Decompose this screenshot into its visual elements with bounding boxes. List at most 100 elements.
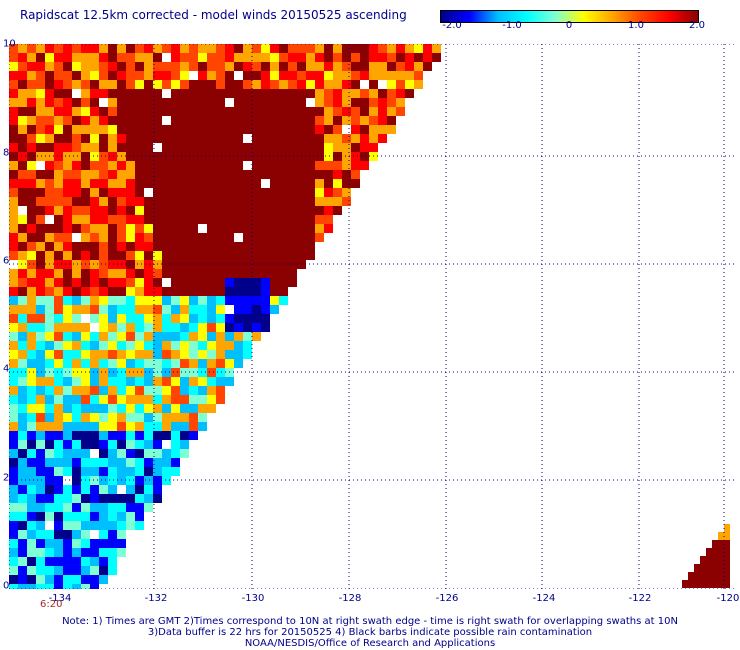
wind-cell <box>81 206 90 215</box>
wind-cell <box>63 197 72 206</box>
wind-cell <box>126 305 135 314</box>
wind-cell <box>189 251 198 260</box>
wind-cell <box>324 53 333 62</box>
wind-cell <box>252 89 261 98</box>
wind-cell <box>333 197 342 206</box>
wind-cell <box>63 566 72 575</box>
wind-cell <box>135 431 144 440</box>
wind-cell <box>9 422 18 431</box>
wind-cell <box>135 296 144 305</box>
wind-cell <box>135 62 144 71</box>
wind-cell <box>18 341 27 350</box>
wind-cell <box>117 62 126 71</box>
wind-cell <box>45 89 54 98</box>
wind-cell <box>99 89 108 98</box>
wind-cell <box>63 485 72 494</box>
wind-cell <box>270 260 279 269</box>
wind-cell <box>225 179 234 188</box>
wind-cell <box>117 467 126 476</box>
wind-cell <box>279 161 288 170</box>
wind-cell <box>99 305 108 314</box>
wind-cell <box>9 566 18 575</box>
wind-cell <box>216 377 225 386</box>
wind-cell <box>9 44 18 53</box>
wind-cell <box>216 71 225 80</box>
wind-cell <box>81 116 90 125</box>
wind-cell <box>36 431 45 440</box>
wind-cell <box>18 116 27 125</box>
wind-cell <box>18 269 27 278</box>
wind-cell <box>135 80 144 89</box>
wind-cell <box>18 404 27 413</box>
wind-cell <box>297 80 306 89</box>
wind-cell <box>162 62 171 71</box>
wind-cell <box>81 458 90 467</box>
wind-cell <box>9 287 18 296</box>
wind-cell <box>279 260 288 269</box>
wind-cell <box>126 188 135 197</box>
wind-cell <box>234 350 243 359</box>
wind-cell <box>180 323 189 332</box>
wind-cell <box>718 564 724 572</box>
wind-cell <box>216 188 225 197</box>
wind-cell <box>171 404 180 413</box>
wind-cell <box>63 161 72 170</box>
wind-cell <box>261 44 270 53</box>
wind-cell <box>36 260 45 269</box>
wind-cell <box>9 386 18 395</box>
wind-cell <box>45 440 54 449</box>
wind-cell <box>135 350 144 359</box>
wind-cell <box>189 62 198 71</box>
wind-cell <box>144 161 153 170</box>
wind-cell <box>306 80 315 89</box>
wind-cell <box>261 269 270 278</box>
wind-cell <box>171 341 180 350</box>
wind-cell <box>54 197 63 206</box>
wind-cell <box>90 62 99 71</box>
wind-cell <box>27 332 36 341</box>
wind-cell <box>252 323 261 332</box>
wind-cell <box>63 341 72 350</box>
wind-cell <box>81 467 90 476</box>
wind-cell <box>99 251 108 260</box>
wind-cell <box>18 89 27 98</box>
wind-cell <box>333 71 342 80</box>
wind-cell <box>81 287 90 296</box>
wind-cell <box>63 152 72 161</box>
wind-cell <box>45 242 54 251</box>
wind-cell <box>162 197 171 206</box>
wind-cell <box>126 170 135 179</box>
wind-cell <box>387 71 396 80</box>
wind-cell <box>27 323 36 332</box>
wind-cell <box>108 224 117 233</box>
wind-cell <box>252 179 261 188</box>
wind-cell <box>36 422 45 431</box>
wind-cell <box>126 350 135 359</box>
wind-cell <box>99 242 108 251</box>
wind-cell <box>45 314 54 323</box>
wind-cell <box>351 152 360 161</box>
wind-cell <box>297 62 306 71</box>
wind-cell <box>36 386 45 395</box>
wind-cell <box>234 170 243 179</box>
wind-cell <box>162 368 171 377</box>
wind-cell <box>252 269 261 278</box>
wind-cell <box>270 44 279 53</box>
wind-cell <box>54 440 63 449</box>
wind-cell <box>153 422 162 431</box>
wind-cell <box>207 260 216 269</box>
wind-cell <box>81 431 90 440</box>
wind-cell <box>369 125 378 134</box>
wind-cell <box>81 215 90 224</box>
wind-cell <box>712 580 718 588</box>
wind-cell <box>162 224 171 233</box>
wind-cell <box>207 116 216 125</box>
wind-cell <box>189 413 198 422</box>
wind-cell <box>63 431 72 440</box>
wind-cell <box>171 350 180 359</box>
wind-cell <box>108 377 117 386</box>
wind-cell <box>36 350 45 359</box>
wind-cell <box>9 530 18 539</box>
wind-cell <box>9 89 18 98</box>
wind-cell <box>27 413 36 422</box>
